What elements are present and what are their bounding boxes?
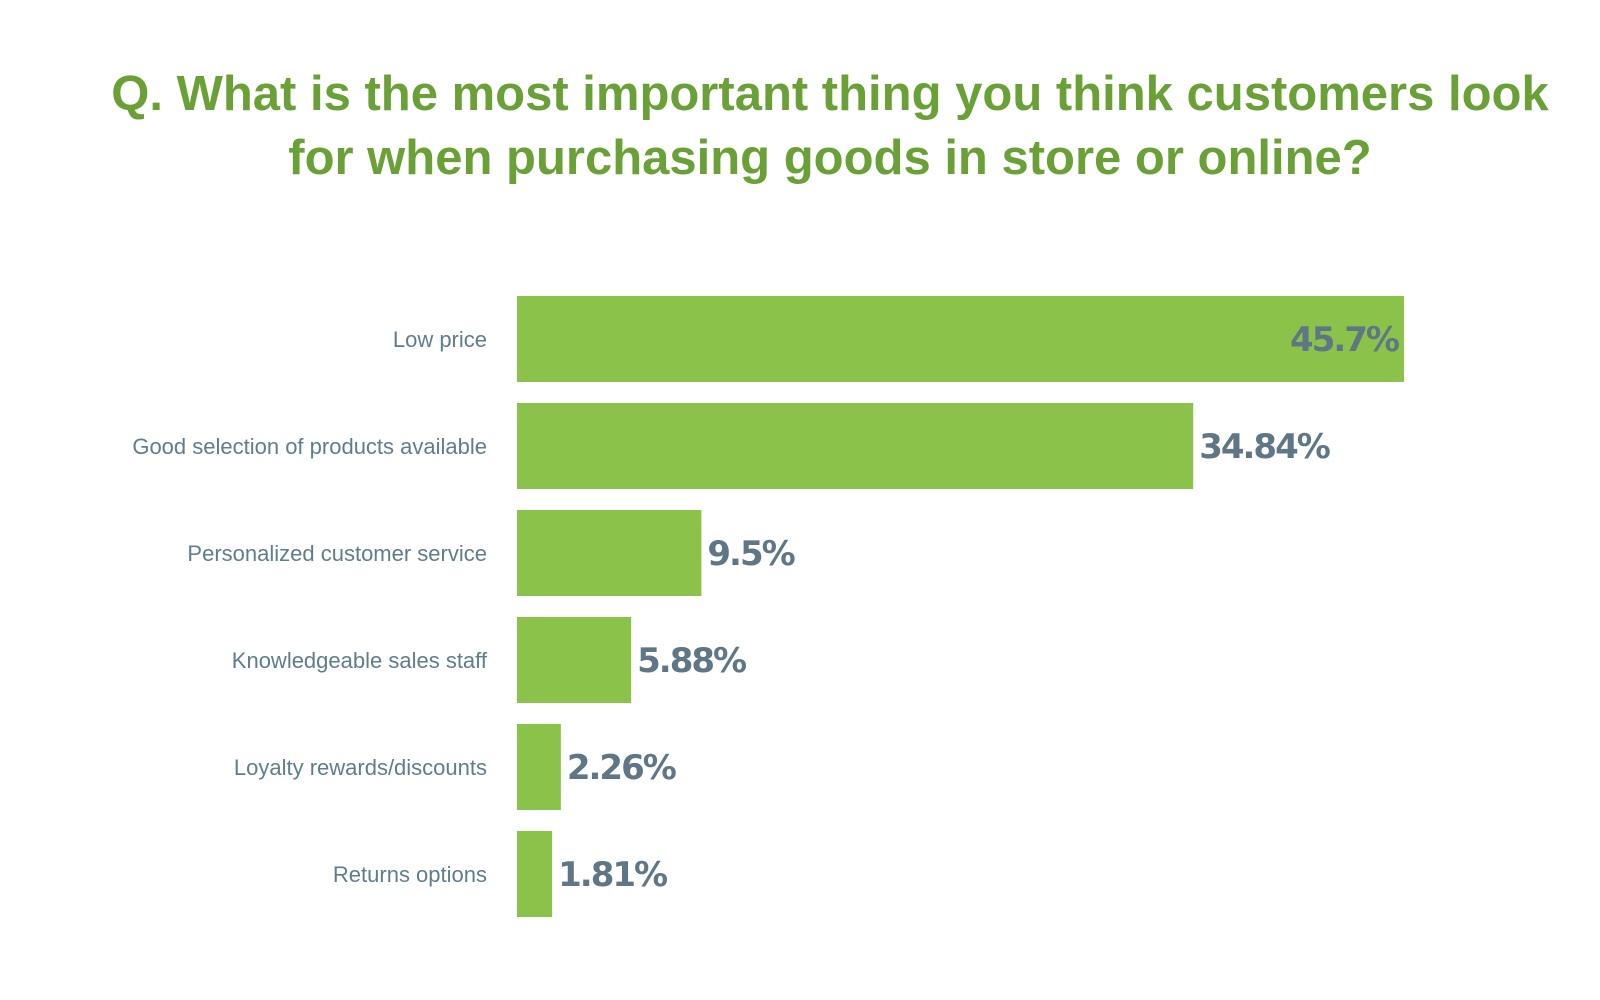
value-label: 45.7%: [1290, 320, 1399, 360]
bar: [517, 403, 1194, 489]
category-label: Loyalty rewards/discounts: [234, 755, 487, 780]
category-label: Personalized customer service: [187, 541, 487, 566]
bar: [517, 510, 702, 596]
bar: [517, 617, 632, 703]
value-label: 9.5%: [707, 534, 794, 574]
chart-title: Q. What is the most important thing you …: [100, 62, 1560, 190]
value-label: 1.81%: [558, 855, 667, 895]
category-label: Good selection of products available: [132, 434, 487, 459]
bar: [517, 296, 1404, 382]
bar: [517, 831, 553, 917]
category-label: Low price: [393, 327, 487, 352]
value-label: 34.84%: [1199, 427, 1330, 467]
chart-title-line-2: for when purchasing goods in store or on…: [288, 131, 1372, 185]
category-label: Knowledgeable sales staff: [232, 648, 488, 673]
chart-title-line-1: Q. What is the most important thing you …: [111, 67, 1549, 121]
value-label: 5.88%: [637, 641, 746, 681]
bar: [517, 724, 561, 810]
value-label: 2.26%: [567, 748, 676, 788]
category-label: Returns options: [333, 862, 487, 887]
